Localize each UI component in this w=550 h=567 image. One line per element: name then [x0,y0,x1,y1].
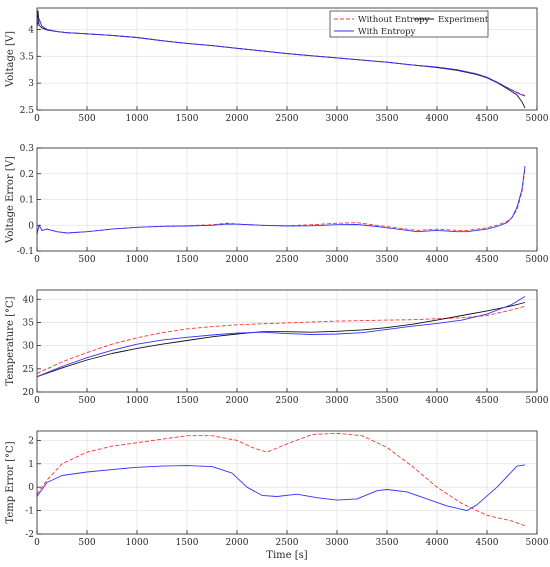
x-tick-label: 5000 [526,396,549,406]
x-tick-label: 500 [78,114,95,124]
y-tick-label: 40 [23,295,35,305]
x-tick-label: 0 [34,255,40,265]
y-axis-label: Voltage Error [V] [5,156,16,244]
legend-box [329,10,489,38]
y-tick-label: 20 [23,388,35,398]
x-tick-label: 3000 [326,538,349,548]
series-line-with-entropy [36,18,526,97]
x-tick-label: 0 [34,538,40,548]
y-tick-label: -0.1 [17,247,34,257]
y-tick-label: 3.5 [20,52,35,62]
x-tick-label: 4500 [476,396,499,406]
y-tick-label: 35 [23,318,35,328]
x-tick-label: 0 [34,114,40,124]
x-axis-label: Time [s] [266,550,307,561]
x-tick-label: 2500 [276,538,299,548]
x-tick-label: 1500 [176,255,199,265]
series-line-2 [36,302,526,378]
x-tick-label: 2000 [226,255,249,265]
x-tick-label: 4500 [476,255,499,265]
series-line-1 [36,432,526,527]
x-tick-label: 500 [78,396,95,406]
y-tick-label: 1 [28,460,34,470]
y-axis-label: Temp Error [°C] [5,441,16,523]
x-tick-label: 4000 [426,396,449,406]
x-tick-label: 1500 [176,114,199,124]
y-tick-label: 0.3 [20,144,35,154]
x-tick-label: 2500 [276,396,299,406]
y-tick-label: 2.5 [20,106,35,116]
x-tick-label: 1000 [126,114,149,124]
x-tick-label: 3500 [376,255,399,265]
x-tick-label: 5000 [526,255,549,265]
x-tick-label: 2000 [226,114,249,124]
y-tick-label: -1 [25,507,34,517]
y-tick-label: 0 [28,483,34,493]
x-tick-label: 3000 [326,114,349,124]
panel-2: 0 500 1000 1500 2000 2500 3000 3500 4000 4500 5000… [5,144,549,265]
y-tick-label: -2 [25,530,34,540]
y-tick-label: 2 [28,436,34,446]
x-tick-label: 4500 [476,538,499,548]
x-tick-label: 3000 [326,255,349,265]
y-tick-label: 4 [28,25,34,35]
x-tick-label: 3000 [326,396,349,406]
legend-label: With Entropy [358,27,416,37]
x-tick-label: 2500 [276,255,299,265]
series-line-2 [36,464,526,512]
x-tick-label: 3500 [376,114,399,124]
y-tick-label: 0 [28,221,34,231]
x-tick-label: 2000 [226,538,249,548]
y-axis-label: Temperature [°C] [5,296,16,385]
x-tick-label: 1000 [126,255,149,265]
x-tick-label: 0 [34,396,40,406]
x-tick-label: 4000 [426,538,449,548]
x-tick-label: 500 [78,255,95,265]
y-tick-label: 25 [23,365,35,375]
x-tick-label: 1500 [176,538,199,548]
y-axis-label: Voltage [V] [5,31,16,88]
legend-label: Experiment [438,15,489,25]
y-tick-label: 3 [28,79,34,89]
series-line-3 [36,296,526,378]
y-tick-label: 0.2 [20,170,34,180]
x-tick-label: 1000 [126,396,149,406]
x-tick-label: 4000 [426,255,449,265]
legend: Without Entropy Experiment With Entropy [329,10,489,38]
legend-label: Without Entropy [358,15,430,25]
x-tick-label: 5000 [526,538,549,548]
panel-4: 0 500 1000 1500 2000 2500 3000 3500 4000 4500 5000… [5,430,549,561]
x-tick-label: 1500 [176,396,199,406]
x-tick-label: 2000 [226,396,249,406]
y-tick-label: 30 [23,342,35,352]
panel-3: 0 500 1000 1500 2000 2500 3000 3500 4000 4500 5000… [5,289,549,406]
x-tick-label: 500 [78,538,95,548]
x-tick-label: 4500 [476,114,499,124]
x-tick-label: 5000 [526,114,549,124]
panel-1: 0 500 1000 1500 2000 2500 3000 3500 4000 4500 5000… [5,7,549,124]
x-tick-label: 2500 [276,114,299,124]
x-tick-label: 3500 [376,538,399,548]
y-tick-label: 0.1 [20,196,34,206]
x-tick-label: 3500 [376,396,399,406]
series-line-2 [36,165,526,235]
x-tick-label: 4000 [426,114,449,124]
x-tick-label: 1000 [126,538,149,548]
